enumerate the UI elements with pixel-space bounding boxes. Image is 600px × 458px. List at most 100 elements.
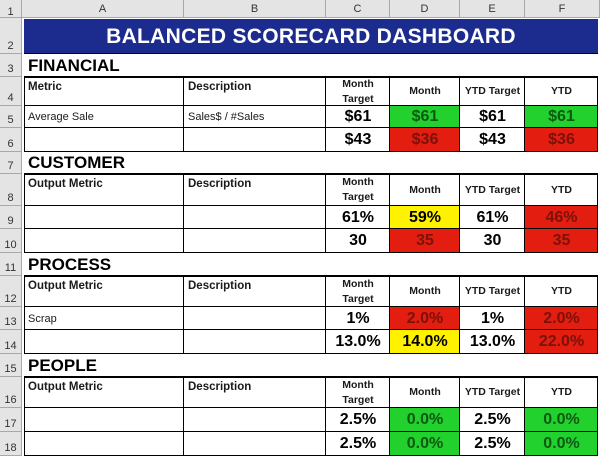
cell-metric-bg[interactable] <box>24 432 184 456</box>
header-cell-ytd-target[interactable] <box>460 276 525 307</box>
cell-month-target-bg[interactable] <box>326 128 390 152</box>
header-cell-month-target[interactable] <box>326 174 390 206</box>
cell-description-bg[interactable] <box>184 307 326 330</box>
cell-metric-bg[interactable] <box>24 128 184 152</box>
cell-ytd-bg[interactable] <box>525 432 598 456</box>
cell-metric-bg[interactable] <box>24 408 184 432</box>
cell-metric-bg[interactable] <box>24 307 184 330</box>
cell-ytd-target-bg[interactable] <box>460 206 525 229</box>
cell-metric-bg[interactable] <box>24 206 184 229</box>
header-cell-ytd[interactable] <box>525 174 598 206</box>
header-cell-month[interactable] <box>390 276 460 307</box>
header-cell-ytd-target[interactable] <box>460 377 525 408</box>
row-header-3[interactable]: 3 <box>0 54 22 77</box>
row-header-18[interactable]: 18 <box>0 432 22 456</box>
cell-ytd-target-bg[interactable] <box>460 307 525 330</box>
cell-ytd-bg[interactable] <box>525 229 598 253</box>
cell-description-bg[interactable] <box>184 408 326 432</box>
row-header-8[interactable]: 8 <box>0 174 22 206</box>
header-cell-month[interactable] <box>390 377 460 408</box>
row-header-5[interactable]: 5 <box>0 106 22 128</box>
section-title[interactable]: PROCESS <box>28 254 112 274</box>
cell-month-target-bg[interactable] <box>326 330 390 354</box>
row-header-6[interactable]: 6 <box>0 128 22 152</box>
row-header-4[interactable]: 4 <box>0 77 22 106</box>
header-cell-metric[interactable] <box>24 174 184 206</box>
dashboard-title[interactable]: BALANCED SCORECARD DASHBOARD <box>24 19 598 54</box>
header-cell-description[interactable] <box>184 77 326 106</box>
header-cell-description[interactable] <box>184 377 326 408</box>
header-cell-ytd-target[interactable] <box>460 77 525 106</box>
header-cell-ytd[interactable] <box>525 77 598 106</box>
column-header-f[interactable]: F <box>525 0 600 18</box>
cell-ytd-target-bg[interactable] <box>460 128 525 152</box>
header-cell-metric[interactable] <box>24 377 184 408</box>
cell-description-bg[interactable] <box>184 128 326 152</box>
cell-description-bg[interactable] <box>184 432 326 456</box>
cell-month-bg[interactable] <box>390 106 460 128</box>
row-header-17[interactable]: 17 <box>0 408 22 432</box>
cell-metric-bg[interactable] <box>24 106 184 128</box>
cell-month-bg[interactable] <box>390 307 460 330</box>
cell-ytd-bg[interactable] <box>525 330 598 354</box>
column-header-c[interactable]: C <box>326 0 390 18</box>
column-header-a[interactable]: A <box>22 0 184 18</box>
row-header-2[interactable]: 2 <box>0 19 22 54</box>
row-header-15[interactable]: 15 <box>0 354 22 377</box>
header-cell-month-target[interactable] <box>326 276 390 307</box>
row-header-16[interactable]: 16 <box>0 377 22 408</box>
cell-description-bg[interactable] <box>184 106 326 128</box>
header-cell-metric[interactable] <box>24 77 184 106</box>
cell-description-bg[interactable] <box>184 330 326 354</box>
row-header-13[interactable]: 13 <box>0 307 22 330</box>
header-cell-month[interactable] <box>390 77 460 106</box>
cell-ytd-bg[interactable] <box>525 206 598 229</box>
row-header-11[interactable]: 11 <box>0 253 22 276</box>
cell-ytd-bg[interactable] <box>525 106 598 128</box>
cell-metric-bg[interactable] <box>24 229 184 253</box>
header-cell-description[interactable] <box>184 174 326 206</box>
cell-month-target-bg[interactable] <box>326 432 390 456</box>
column-header-b[interactable]: B <box>184 0 326 18</box>
column-header-e[interactable]: E <box>460 0 525 18</box>
row-header-10[interactable]: 10 <box>0 229 22 253</box>
cell-ytd-bg[interactable] <box>525 408 598 432</box>
select-all-corner[interactable] <box>0 0 22 18</box>
cell-ytd-bg[interactable] <box>525 128 598 152</box>
section-title[interactable]: CUSTOMER <box>28 153 125 172</box>
section-title[interactable]: PEOPLE <box>28 355 97 375</box>
cell-month-bg[interactable] <box>390 229 460 253</box>
cell-month-target-bg[interactable] <box>326 229 390 253</box>
row-header-9[interactable]: 9 <box>0 206 22 229</box>
cell-ytd-target-bg[interactable] <box>460 330 525 354</box>
cell-ytd-target-bg[interactable] <box>460 408 525 432</box>
cell-month-target-bg[interactable] <box>326 106 390 128</box>
cell-month-bg[interactable] <box>390 432 460 456</box>
header-cell-month[interactable] <box>390 174 460 206</box>
cell-month-bg[interactable] <box>390 206 460 229</box>
header-cell-ytd-target[interactable] <box>460 174 525 206</box>
header-cell-metric[interactable] <box>24 276 184 307</box>
column-header-d[interactable]: D <box>390 0 460 18</box>
cell-month-target-bg[interactable] <box>326 206 390 229</box>
header-cell-ytd[interactable] <box>525 276 598 307</box>
cell-description-bg[interactable] <box>184 206 326 229</box>
row-header-7[interactable]: 7 <box>0 152 22 174</box>
cell-metric-bg[interactable] <box>24 330 184 354</box>
cell-month-bg[interactable] <box>390 330 460 354</box>
cell-ytd-target-bg[interactable] <box>460 432 525 456</box>
header-cell-month-target[interactable] <box>326 377 390 408</box>
cell-description-bg[interactable] <box>184 229 326 253</box>
cell-ytd-target-bg[interactable] <box>460 106 525 128</box>
cell-month-target-bg[interactable] <box>326 408 390 432</box>
cell-month-bg[interactable] <box>390 408 460 432</box>
header-cell-ytd[interactable] <box>525 377 598 408</box>
cell-ytd-bg[interactable] <box>525 307 598 330</box>
section-title[interactable]: FINANCIAL <box>28 55 120 75</box>
row-header-12[interactable]: 12 <box>0 276 22 307</box>
cell-month-bg[interactable] <box>390 128 460 152</box>
row-header-14[interactable]: 14 <box>0 330 22 354</box>
cell-ytd-target-bg[interactable] <box>460 229 525 253</box>
header-cell-description[interactable] <box>184 276 326 307</box>
header-cell-month-target[interactable] <box>326 77 390 106</box>
